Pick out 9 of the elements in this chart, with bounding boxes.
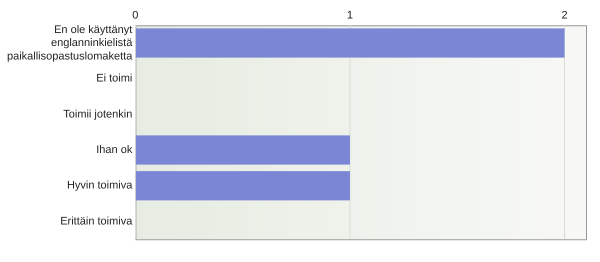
y-tick-label: Toimii jotenkin [63, 108, 132, 120]
x-tick-label: 0 [132, 10, 138, 22]
y-tick-label: Ei toimi [96, 72, 132, 85]
y-tick-label: Ihan ok [96, 144, 133, 156]
y-tick-label: Hyvin toimiva [66, 180, 134, 192]
x-tick-label: 2 [561, 10, 568, 22]
y-tick-label: Erittäin toimiva [60, 215, 134, 228]
y-tick-label: En ole käyttänyt englanninkielistä paikallisopastuslomaketta [6, 24, 134, 62]
x-tick-label: 1 [346, 10, 354, 22]
